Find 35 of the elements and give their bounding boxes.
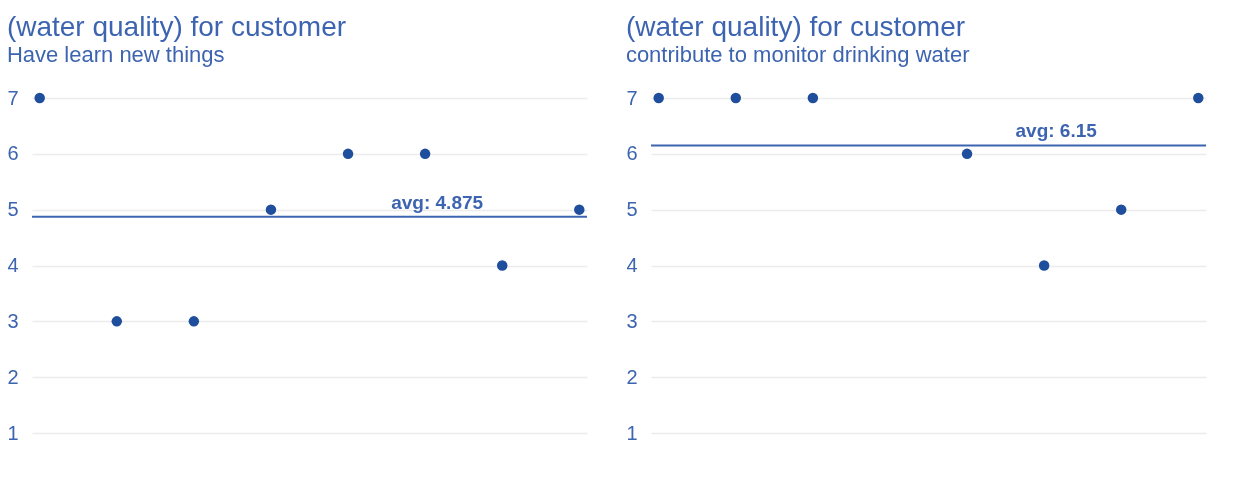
chart-subtitle: contribute to monitor drinking water: [625, 42, 970, 67]
point: [730, 92, 742, 104]
y-tick-label: 3: [7, 309, 19, 332]
point: [807, 92, 819, 104]
y-tick-label: 7: [626, 86, 638, 109]
point: [419, 148, 431, 160]
chart-title: (water quality) for customer: [6, 11, 347, 42]
y-tick-label: 6: [7, 142, 19, 165]
point: [1038, 260, 1050, 271]
y-tick-label: 2: [7, 365, 19, 388]
point: [574, 204, 585, 215]
y-tick-label: 4: [7, 254, 19, 276]
chart-title: (water quality) for customer: [625, 11, 966, 42]
point: [961, 148, 973, 160]
y-tick-label: 5: [626, 198, 638, 221]
point: [188, 316, 200, 327]
point: [111, 316, 123, 327]
y-tick-label: 7: [7, 86, 19, 109]
ref-line-label: avg: 4.875: [391, 191, 484, 213]
point: [34, 92, 45, 104]
y-tick-label: 5: [7, 198, 19, 221]
y-tick-label: 1: [7, 421, 19, 444]
y-tick-label: 2: [626, 365, 638, 388]
point: [496, 260, 508, 271]
point: [1193, 92, 1204, 104]
y-tick-label: 4: [626, 254, 638, 276]
y-tick-label: 6: [626, 142, 638, 165]
point: [653, 92, 664, 104]
point: [1115, 204, 1127, 215]
point: [342, 148, 354, 160]
ref-line-label: avg: 6.15: [1015, 120, 1098, 142]
y-tick-label: 3: [626, 309, 638, 332]
chart-subtitle: Have learn new things: [6, 42, 225, 67]
y-tick-label: 1: [626, 421, 638, 444]
point: [265, 204, 277, 215]
